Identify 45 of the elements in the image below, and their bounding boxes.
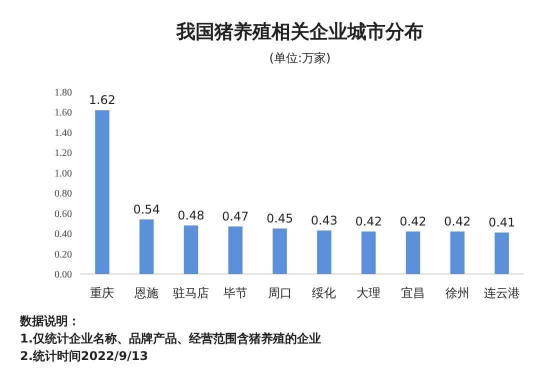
bar bbox=[139, 219, 154, 274]
y-tick-label: 0.20 bbox=[54, 249, 72, 260]
text: 数据说明： bbox=[19, 314, 80, 328]
y-tick-label: 1.40 bbox=[54, 128, 72, 139]
y-tick-label: 1.80 bbox=[54, 88, 72, 98]
y-tick-label: 0.40 bbox=[54, 229, 72, 240]
x-tick-label: 宜昌 bbox=[401, 286, 425, 300]
y-tick-label: 1.60 bbox=[54, 108, 72, 119]
bar bbox=[450, 232, 465, 274]
bar bbox=[494, 232, 509, 274]
text: 2.统计时间2022/9/13 bbox=[20, 349, 148, 363]
data-label: 0.42 bbox=[444, 214, 471, 229]
bar bbox=[95, 110, 110, 274]
bar bbox=[228, 226, 243, 274]
data-label: 0.41 bbox=[488, 216, 516, 230]
bar bbox=[406, 232, 420, 274]
y-tick-label: 1.20 bbox=[54, 148, 72, 160]
chart-title: 我国猪养殖相关企业城市分布 bbox=[176, 21, 424, 43]
y-tick-label: 0.00 bbox=[54, 270, 72, 280]
text: 1.仅统计企业名称、品牌产品、经营范围含猪养殖的企业 bbox=[20, 332, 321, 346]
x-tick-label: 连云港 bbox=[484, 286, 520, 300]
x-tick-label: 毕节 bbox=[223, 286, 248, 300]
bar bbox=[184, 225, 198, 274]
x-tick-label: 周口 bbox=[268, 286, 292, 300]
x-tick-label: 大理 bbox=[356, 286, 381, 300]
data-label: 0.45 bbox=[266, 212, 294, 226]
y-tick-label: 0.80 bbox=[54, 188, 72, 200]
data-label: 0.42 bbox=[400, 214, 426, 229]
data-label: 0.43 bbox=[310, 214, 338, 228]
bar bbox=[272, 228, 287, 274]
y-tick-label: 0.60 bbox=[54, 208, 72, 220]
chart-subtitle: (单位:万家) bbox=[269, 51, 331, 65]
data-label: 0.42 bbox=[355, 214, 382, 229]
x-tick-label: 驻马店 bbox=[173, 286, 209, 300]
y-tick-label: 1.00 bbox=[54, 168, 72, 180]
data-label: 0.54 bbox=[133, 202, 160, 216]
data-label: 0.47 bbox=[222, 209, 249, 224]
x-tick-label: 重庆 bbox=[90, 286, 114, 300]
x-tick-label: 恩施 bbox=[134, 286, 159, 300]
bar bbox=[317, 230, 332, 274]
data-label: 0.48 bbox=[178, 208, 204, 222]
x-tick-label: 绥化 bbox=[312, 286, 336, 300]
data-label: 1.62 bbox=[88, 93, 116, 108]
x-tick-label: 徐州 bbox=[445, 286, 470, 300]
bar bbox=[361, 232, 376, 274]
